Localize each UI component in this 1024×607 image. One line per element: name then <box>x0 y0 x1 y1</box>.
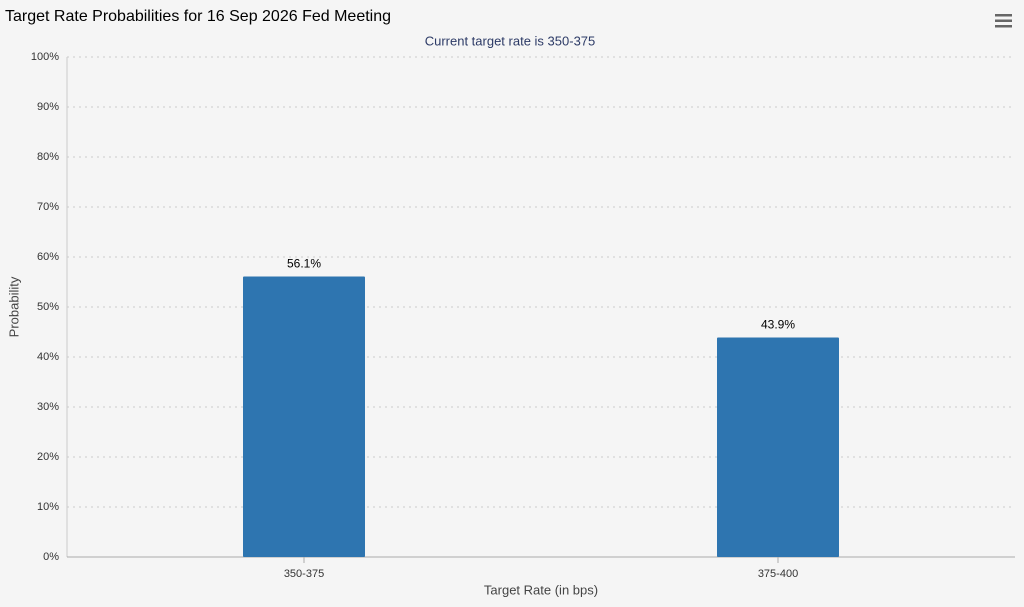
bar <box>717 337 839 557</box>
y-tick-label: 60% <box>37 251 59 263</box>
menu-bar <box>995 14 1012 17</box>
menu-bar <box>995 19 1012 22</box>
y-tick-label: 30% <box>37 401 59 413</box>
y-tick-label: 70% <box>37 201 59 213</box>
y-tick-label: 50% <box>37 301 59 313</box>
value-label: 56.1% <box>287 257 321 271</box>
y-tick-label: 100% <box>31 51 59 63</box>
bar <box>243 276 365 557</box>
y-tick-label: 90% <box>37 101 59 113</box>
y-tick-label: 10% <box>37 501 59 513</box>
y-axis-title: Probability <box>6 276 21 337</box>
y-tick-label: 40% <box>37 351 59 363</box>
y-tick-label: 20% <box>37 451 59 463</box>
menu-button[interactable] <box>995 14 1012 28</box>
chart-subtitle: Current target rate is 350-375 <box>425 33 596 48</box>
menu-bar <box>995 25 1012 28</box>
value-label: 43.9% <box>761 318 795 332</box>
chart-title: Target Rate Probabilities for 16 Sep 202… <box>5 8 391 25</box>
x-tick-label: 350-375 <box>284 568 324 580</box>
y-tick-label: 80% <box>37 151 59 163</box>
x-axis-title: Target Rate (in bps) <box>484 582 598 597</box>
x-tick-label: 375-400 <box>758 568 798 580</box>
y-tick-label: 0% <box>43 551 59 563</box>
